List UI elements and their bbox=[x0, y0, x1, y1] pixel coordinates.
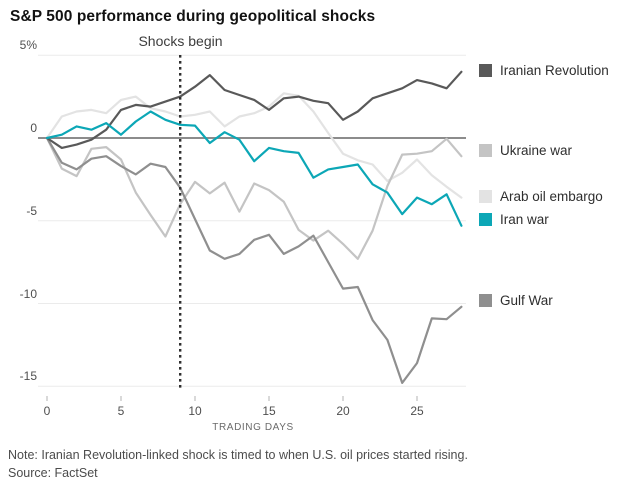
x-axis-title: TRADING DAYS bbox=[212, 422, 294, 433]
legend-swatch-gulf-war bbox=[479, 293, 492, 307]
y-tick-label: -10 bbox=[19, 286, 37, 301]
y-tick-label: -5 bbox=[26, 203, 37, 218]
x-tick-label: 0 bbox=[43, 404, 51, 418]
y-tick-label: -15 bbox=[19, 369, 37, 384]
legend-label: Ukraine war bbox=[500, 142, 573, 158]
x-tick-label: 20 bbox=[336, 404, 350, 418]
legend-swatch-ukraine-war bbox=[479, 143, 492, 157]
legend-label: Arab oil embargo bbox=[500, 188, 603, 204]
x-tick-label: 5 bbox=[117, 404, 125, 418]
series-line-arab-oil-embargo bbox=[45, 92, 463, 199]
series-line-iran-war bbox=[45, 110, 463, 227]
legend-label: Gulf War bbox=[500, 292, 553, 308]
legend-item-ukraine-war: Ukraine war bbox=[479, 142, 572, 158]
chart-title: S&P 500 performance during geopolitical … bbox=[10, 8, 376, 25]
chart-note: Note: Iranian Revolution-linked shock is… bbox=[8, 448, 468, 462]
y-tick-label: 0 bbox=[30, 121, 37, 135]
legend-item-iranian-revolution: Iranian Revolution bbox=[479, 62, 609, 78]
y-tick-label: 5% bbox=[19, 38, 37, 53]
legend-item-gulf-war: Gulf War bbox=[479, 292, 553, 308]
legend-label: Iran war bbox=[500, 211, 549, 227]
legend-item-iran-war: Iran war bbox=[479, 211, 549, 227]
x-tick-label: 10 bbox=[188, 404, 202, 418]
legend-item-arab-oil-embargo: Arab oil embargo bbox=[479, 188, 603, 204]
series-line-ukraine-war bbox=[45, 136, 463, 260]
legend-label: Iranian Revolution bbox=[500, 62, 609, 78]
x-tick-label: 15 bbox=[262, 404, 276, 418]
legend-swatch-iranian-revolution bbox=[479, 63, 492, 77]
chart-source: Source: FactSet bbox=[8, 466, 98, 480]
series-line-gulf-war bbox=[45, 136, 463, 384]
legend-swatch-iran-war bbox=[479, 212, 492, 226]
series-line-iranian-revolution bbox=[45, 70, 463, 149]
shock-begin-annotation: Shocks begin bbox=[138, 33, 223, 49]
x-tick-label: 25 bbox=[410, 404, 424, 418]
legend-swatch-arab-oil-embargo bbox=[479, 189, 492, 203]
